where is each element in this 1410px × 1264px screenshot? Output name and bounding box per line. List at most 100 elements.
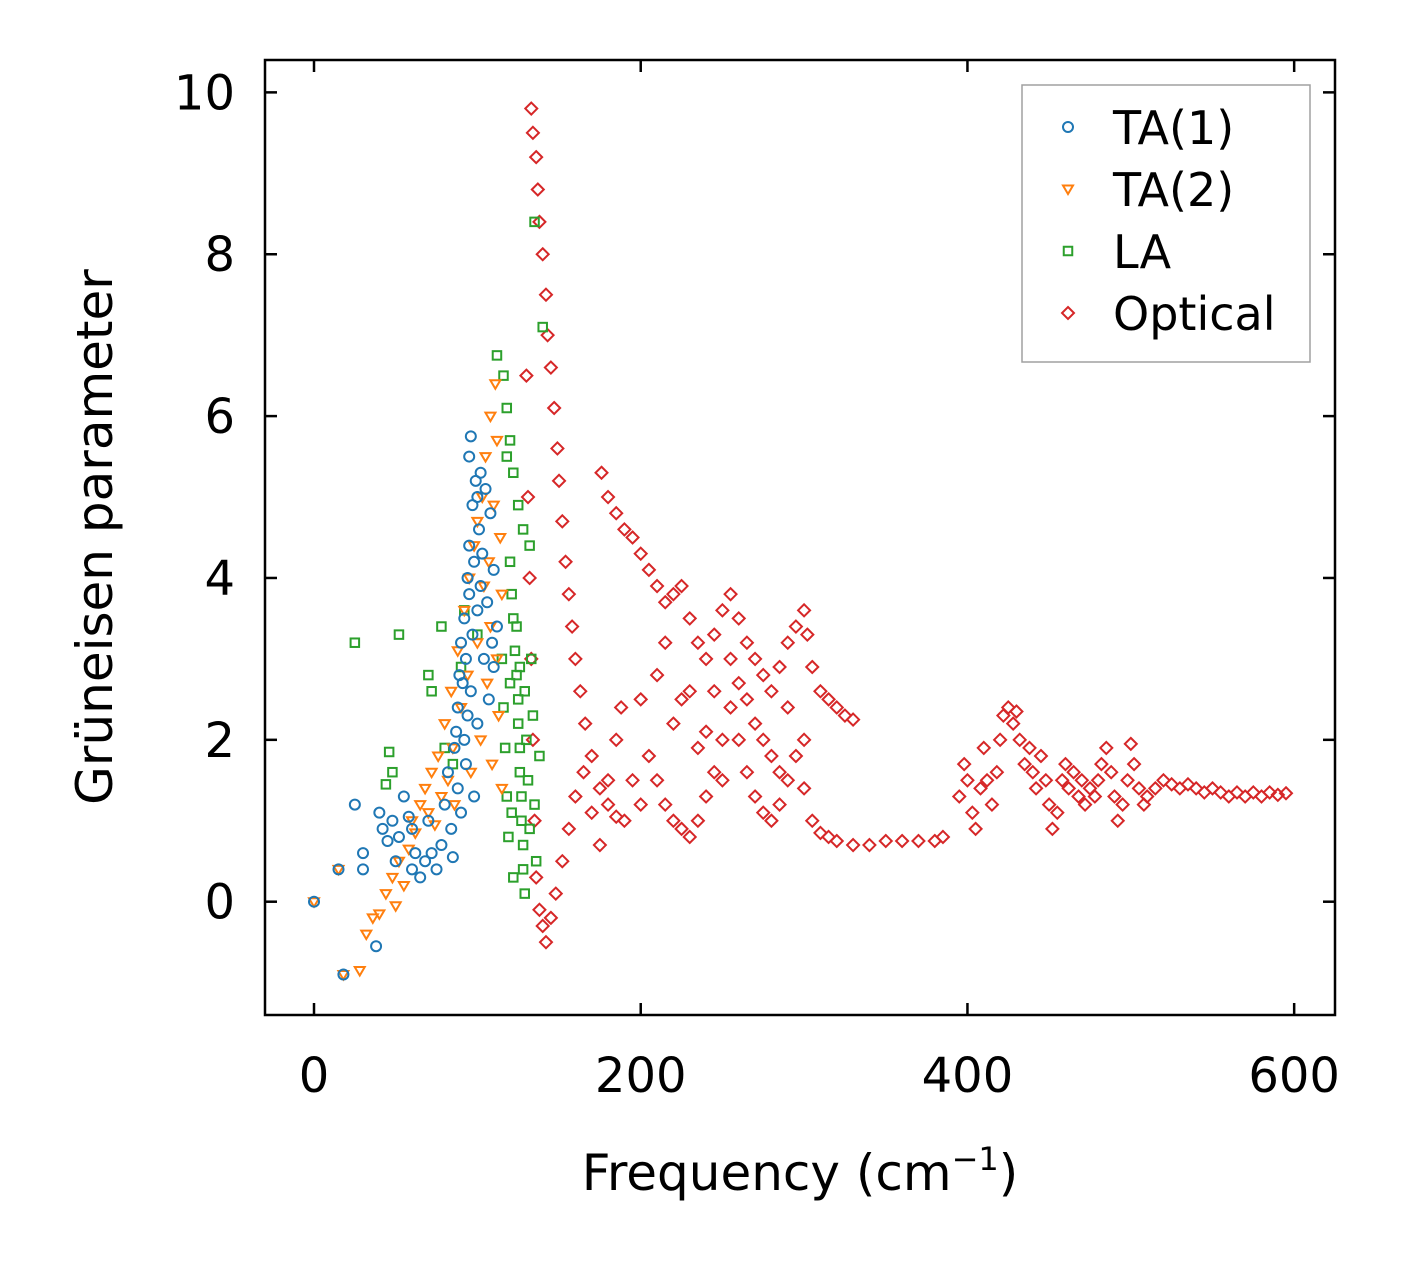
- data-point: [1180, 776, 1196, 792]
- data-point: [747, 716, 763, 732]
- data-point: [755, 732, 771, 748]
- data-point: [739, 635, 755, 651]
- data-point: [577, 716, 593, 732]
- data-point: [1000, 700, 1016, 715]
- legend-label: LA: [1113, 225, 1172, 279]
- data-point: [521, 734, 532, 746]
- data-point: [633, 546, 649, 562]
- y-axis: 0 2 4 6 8 10: [174, 65, 1335, 931]
- data-point: [447, 800, 462, 812]
- data-point: [418, 783, 432, 796]
- data-point: [423, 669, 434, 681]
- data-point: [1090, 772, 1106, 788]
- data-point: [960, 772, 975, 788]
- data-point: [1278, 785, 1294, 801]
- data-point: [487, 660, 500, 673]
- series-ta-1-: [308, 430, 503, 981]
- data-point: [434, 791, 449, 804]
- data-point: [1074, 772, 1090, 788]
- data-point: [455, 636, 468, 649]
- data-point: [525, 125, 541, 141]
- data-point: [349, 637, 361, 648]
- data-point: [482, 693, 495, 706]
- legend-marker: [1062, 121, 1074, 133]
- data-point: [845, 837, 861, 853]
- series-layer: [307, 101, 1294, 982]
- data-point: [456, 677, 469, 690]
- data-point: [470, 516, 485, 529]
- data-point: [1054, 772, 1070, 788]
- data-point: [1164, 776, 1180, 792]
- y-tick-label: 4: [204, 551, 235, 607]
- data-point: [1110, 813, 1126, 829]
- x-axis-label: Frequency (cm−1): [582, 1140, 1019, 1202]
- data-point: [1038, 772, 1054, 788]
- data-point: [989, 764, 1005, 780]
- data-point: [682, 829, 698, 845]
- data-point: [1033, 748, 1049, 764]
- data-point: [1103, 764, 1119, 780]
- data-point: [546, 400, 562, 416]
- data-point: [608, 505, 624, 521]
- data-point: [723, 700, 738, 715]
- data-point: [1066, 764, 1082, 780]
- data-point: [561, 586, 577, 602]
- data-point: [516, 815, 527, 827]
- data-point: [455, 806, 468, 819]
- data-point: [690, 635, 706, 651]
- data-point: [535, 918, 551, 934]
- data-point: [528, 149, 544, 165]
- data-point: [796, 780, 812, 796]
- data-point: [772, 797, 787, 812]
- data-point: [332, 863, 345, 876]
- data-point: [474, 466, 487, 479]
- legend-marker: [1062, 245, 1074, 257]
- data-point: [519, 686, 530, 697]
- data-point: [428, 820, 442, 832]
- data-point: [1005, 716, 1021, 732]
- data-point: [845, 712, 861, 728]
- data-point: [616, 521, 632, 537]
- data-point: [413, 800, 427, 812]
- legend-marker: [1060, 305, 1076, 321]
- data-point: [512, 694, 524, 705]
- data-point: [457, 605, 472, 618]
- data-point: [387, 766, 398, 778]
- data-point: [674, 691, 689, 707]
- data-point: [665, 813, 681, 829]
- y-tick-label: 6: [204, 389, 235, 445]
- data-point: [984, 797, 1000, 812]
- data-point: [616, 813, 632, 829]
- data-point: [517, 864, 529, 875]
- x-axis-label-text: Frequency (cm: [582, 1144, 952, 1202]
- x-tick-label: 400: [922, 1048, 1014, 1104]
- data-point: [649, 667, 665, 683]
- data-point: [788, 748, 804, 764]
- data-point: [527, 710, 539, 721]
- data-point: [698, 789, 714, 804]
- data-point: [525, 732, 541, 748]
- data-point: [359, 929, 374, 942]
- data-point: [1093, 756, 1109, 772]
- data-point: [976, 740, 992, 756]
- legend-label: Optical: [1113, 287, 1275, 341]
- data-point: [522, 775, 534, 786]
- data-point: [862, 837, 877, 853]
- data-point: [477, 652, 490, 665]
- data-point: [488, 379, 503, 391]
- data-point: [308, 895, 321, 908]
- data-point: [1123, 736, 1139, 752]
- data-point: [1022, 740, 1037, 756]
- data-point: [463, 588, 476, 601]
- data-point: [522, 570, 538, 586]
- data-point: [625, 772, 640, 788]
- data-point: [491, 711, 506, 723]
- data-point: [480, 678, 494, 691]
- data-point: [381, 834, 394, 847]
- data-point: [1071, 789, 1086, 804]
- data-point: [613, 700, 629, 715]
- data-point: [504, 435, 516, 446]
- data-point: [690, 740, 706, 756]
- data-point: [543, 360, 559, 375]
- data-point: [714, 602, 730, 618]
